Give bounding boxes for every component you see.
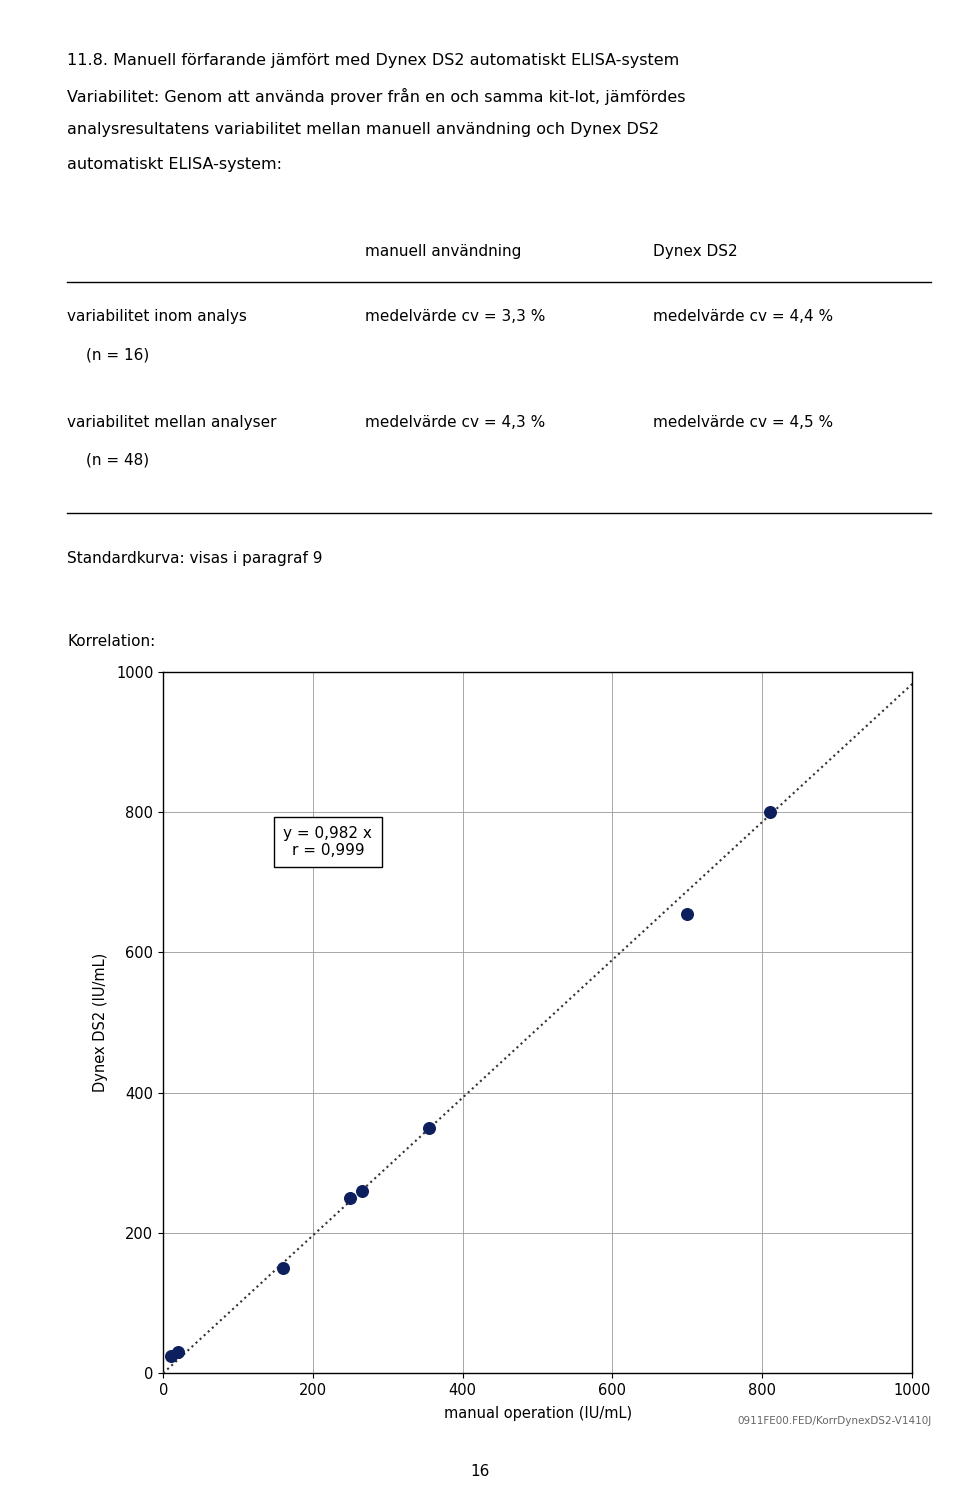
- Point: [680, 901, 695, 925]
- Text: analysresultatens variabilitet mellan manuell användning och Dynex DS2: analysresultatens variabilitet mellan ma…: [67, 122, 660, 137]
- Text: automatiskt ELISA-system:: automatiskt ELISA-system:: [67, 157, 282, 172]
- Text: manuell användning: manuell användning: [365, 244, 521, 260]
- Point: [762, 800, 778, 824]
- Text: variabilitet mellan analyser: variabilitet mellan analyser: [67, 415, 276, 430]
- Text: 0911FE00.FED/KorrDynexDS2-V1410J: 0911FE00.FED/KorrDynexDS2-V1410J: [737, 1415, 931, 1426]
- Text: y = 0,982 x
r = 0,999: y = 0,982 x r = 0,999: [283, 825, 372, 859]
- Text: 16: 16: [470, 1464, 490, 1479]
- Y-axis label: Dynex DS2 (IU/mL): Dynex DS2 (IU/mL): [93, 952, 108, 1093]
- Point: [171, 1340, 186, 1364]
- Text: Variabilitet: Genom att använda prover från en och samma kit-lot, jämfördes: Variabilitet: Genom att använda prover f…: [67, 88, 685, 104]
- Text: medelvärde cv = 3,3 %: medelvärde cv = 3,3 %: [365, 309, 545, 324]
- Text: medelvärde cv = 4,4 %: medelvärde cv = 4,4 %: [653, 309, 833, 324]
- X-axis label: manual operation (IU/mL): manual operation (IU/mL): [444, 1406, 632, 1421]
- Point: [163, 1343, 179, 1367]
- Point: [343, 1186, 358, 1210]
- Text: Korrelation:: Korrelation:: [67, 634, 156, 649]
- Text: Standardkurva: visas i paragraf 9: Standardkurva: visas i paragraf 9: [67, 551, 323, 566]
- Text: (n = 48): (n = 48): [86, 453, 150, 468]
- Text: (n = 16): (n = 16): [86, 347, 150, 362]
- Point: [276, 1255, 291, 1280]
- Point: [354, 1179, 370, 1203]
- Text: variabilitet inom analys: variabilitet inom analys: [67, 309, 247, 324]
- Text: 11.8. Manuell förfarande jämfört med Dynex DS2 automatiskt ELISA-system: 11.8. Manuell förfarande jämfört med Dyn…: [67, 53, 680, 68]
- Text: medelvärde cv = 4,3 %: medelvärde cv = 4,3 %: [365, 415, 545, 430]
- Text: Dynex DS2: Dynex DS2: [653, 244, 737, 260]
- Point: [421, 1115, 437, 1139]
- Text: medelvärde cv = 4,5 %: medelvärde cv = 4,5 %: [653, 415, 833, 430]
